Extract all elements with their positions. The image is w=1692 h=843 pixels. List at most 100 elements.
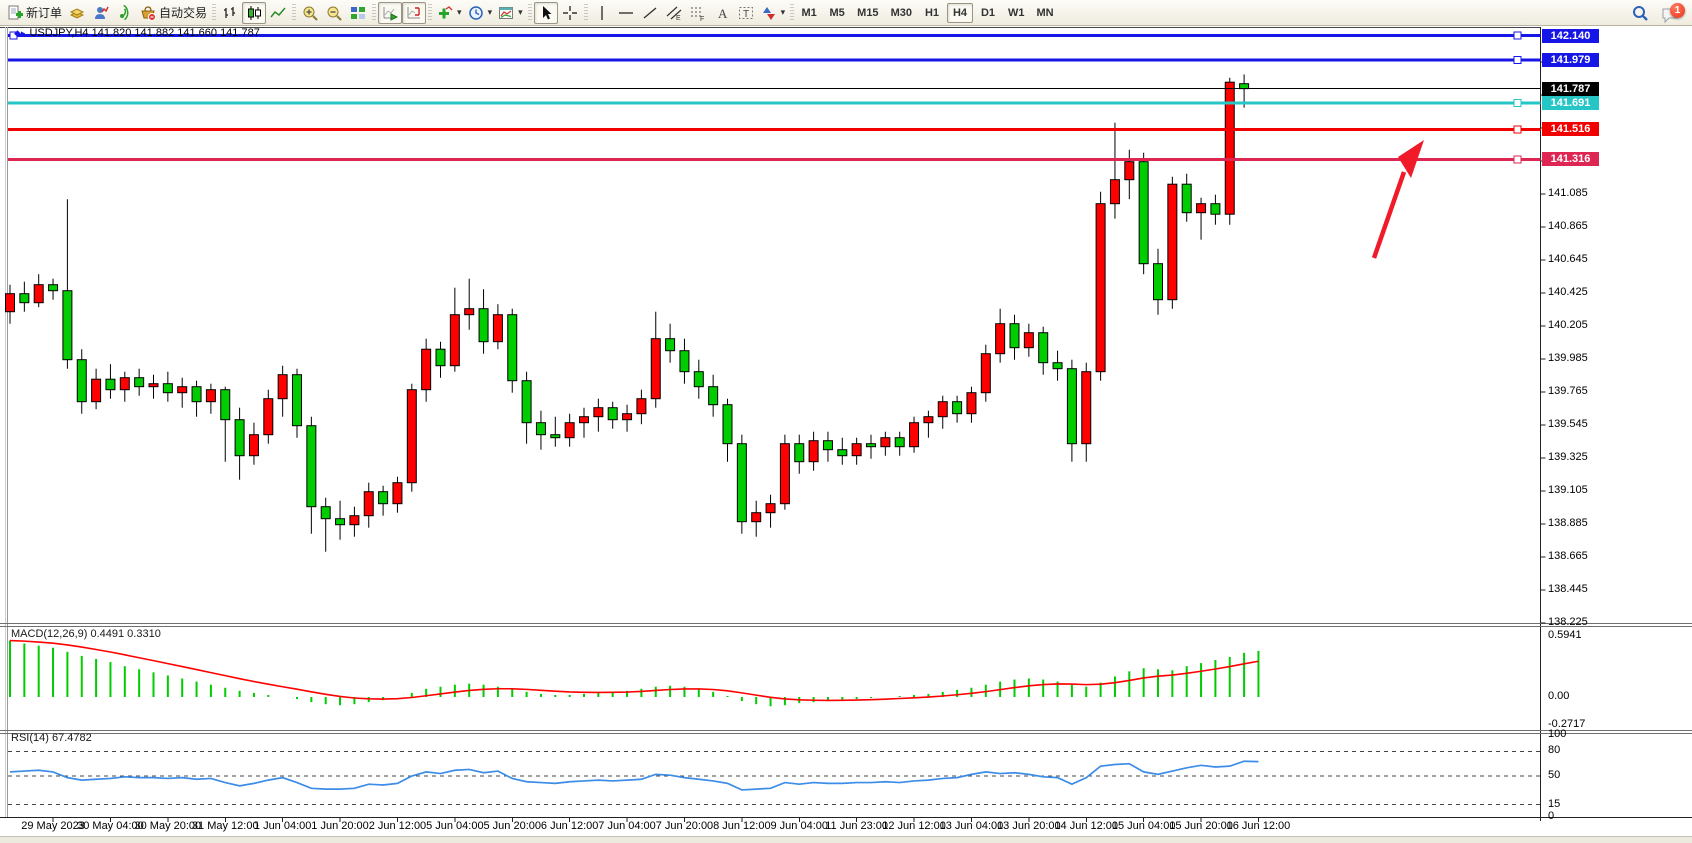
price-tick-label: 138.445 xyxy=(1548,582,1588,595)
candlestick-chart-canvas[interactable] xyxy=(0,26,1692,836)
notifications-button[interactable]: 1 xyxy=(1658,2,1686,24)
candles xyxy=(5,74,1250,552)
candle-up xyxy=(808,440,819,463)
time-tick-label: 5 Jun 20:00 xyxy=(483,820,542,832)
text-a-icon: A xyxy=(718,6,728,21)
timeframe-M5[interactable]: M5 xyxy=(824,3,850,23)
community-button[interactable] xyxy=(89,2,113,24)
chart-shift-button[interactable] xyxy=(402,1,427,24)
candle-up xyxy=(779,443,790,505)
new-order-icon xyxy=(8,5,23,19)
timeframe-W1[interactable]: W1 xyxy=(1003,3,1030,23)
cursor-button[interactable] xyxy=(533,1,558,24)
crosshair-button[interactable] xyxy=(558,2,582,24)
time-tick-label: 15 Jun 04:00 xyxy=(1111,820,1176,832)
trendline-button[interactable] xyxy=(638,2,662,24)
periods-button[interactable]: ▾ xyxy=(465,2,496,24)
text-label-button[interactable]: T xyxy=(734,2,758,24)
candle-down xyxy=(105,378,116,391)
candle-up xyxy=(363,491,374,517)
timeframe-MN[interactable]: MN xyxy=(1031,3,1058,23)
zoom-in-button[interactable] xyxy=(298,2,322,24)
macd-axis-label: 0.00 xyxy=(1548,690,1570,702)
time-tick-label: 1 Jun 20:00 xyxy=(311,820,369,832)
candle-up xyxy=(406,389,417,484)
candle-up xyxy=(980,353,991,394)
candle-down xyxy=(535,422,546,436)
time-tick-label: 13 Jun 04:00 xyxy=(939,820,1004,832)
candle-up xyxy=(593,407,604,418)
fibonacci-button[interactable]: F xyxy=(686,2,710,24)
horizontal-line-button[interactable] xyxy=(614,2,638,24)
candle-up xyxy=(880,437,891,448)
toolbar-grip xyxy=(790,3,795,22)
tile-windows-button[interactable] xyxy=(346,2,370,24)
toolbar-grip xyxy=(292,3,297,22)
templates-button[interactable]: ▾ xyxy=(495,2,526,24)
hline-handle xyxy=(1513,99,1522,108)
zoom-out-button[interactable] xyxy=(322,2,346,24)
candle-down xyxy=(1181,183,1192,214)
search-button[interactable] xyxy=(1628,2,1652,24)
candle-up xyxy=(91,378,102,403)
candle-up xyxy=(148,383,159,388)
signals-button[interactable] xyxy=(113,2,137,24)
candle-down xyxy=(62,290,73,361)
hline-handle xyxy=(1513,125,1522,134)
equidistant-channel-button[interactable]: E xyxy=(662,2,686,24)
candle-up xyxy=(1023,332,1034,349)
macd-axis-label: 0.5941 xyxy=(1548,628,1582,641)
timeframe-H4[interactable]: H4 xyxy=(946,2,973,23)
text-button[interactable]: A xyxy=(710,2,734,24)
price-tick-label: 139.325 xyxy=(1548,450,1588,463)
new-order-button[interactable]: 新订单 xyxy=(4,2,65,24)
arrows-button[interactable]: ▾ xyxy=(758,2,789,24)
auto-scroll-button[interactable] xyxy=(378,1,403,24)
macd-axis-label: -0.2717 xyxy=(1548,717,1586,730)
trend-arrow-annotation[interactable] xyxy=(1371,140,1424,259)
notification-badge: 1 xyxy=(1661,2,1685,23)
candle-down xyxy=(162,383,173,394)
price-tick-label: 139.105 xyxy=(1548,483,1588,496)
dropdown-arrow-icon: ▾ xyxy=(518,7,523,17)
svg-text:F: F xyxy=(700,16,704,21)
horizontal-line-objects[interactable] xyxy=(8,31,1541,164)
price-tick-label: 138.665 xyxy=(1548,549,1588,562)
rsi-axis-label: 0 xyxy=(1548,810,1555,822)
time-tick-label: 8 Jun 12:00 xyxy=(713,820,771,832)
timeframe-M30[interactable]: M30 xyxy=(886,3,917,23)
clock-icon xyxy=(468,5,483,20)
indicators-button[interactable]: ▾ xyxy=(434,2,465,24)
candle-down xyxy=(665,338,676,352)
timeframe-M15[interactable]: M15 xyxy=(852,3,883,23)
dropdown-arrow-icon: ▾ xyxy=(780,7,786,17)
timeframe-H1[interactable]: H1 xyxy=(919,3,945,23)
time-tick-label: 7 Jun 04:00 xyxy=(598,820,656,832)
timeframe-M1[interactable]: M1 xyxy=(796,3,822,23)
template-icon xyxy=(499,6,514,19)
time-tick-label: 9 Jun 04:00 xyxy=(770,820,829,832)
candle-down xyxy=(1239,83,1250,90)
toolbar-grip xyxy=(583,3,588,22)
candlestick-mode-button[interactable] xyxy=(242,1,267,24)
candlestick-icon xyxy=(248,5,262,20)
charts-profile-button[interactable] xyxy=(65,2,89,24)
price-badge-141.691: 141.691 xyxy=(1542,96,1599,111)
candle-up xyxy=(622,413,633,421)
line-chart-mode-button[interactable] xyxy=(266,2,290,24)
rsi-axis-label: 50 xyxy=(1548,769,1561,781)
vertical-line-button[interactable] xyxy=(590,2,614,24)
chart-menu-marker-icon: ◆▸ xyxy=(14,28,26,38)
timeframe-D1[interactable]: D1 xyxy=(975,3,1001,23)
auto-trading-icon xyxy=(141,5,157,21)
time-tick-label: 2 Jun 12:00 xyxy=(368,820,427,832)
tile-windows-icon xyxy=(351,6,366,19)
price-badge-141.979: 141.979 xyxy=(1542,52,1599,67)
auto-trading-button[interactable]: 自动交易 xyxy=(137,2,210,24)
bar-chart-mode-button[interactable] xyxy=(218,2,242,24)
toolbar-grip xyxy=(527,3,532,22)
candle-down xyxy=(607,407,618,421)
time-axis[interactable]: 29 May 2023 30 May 04:00 30 May 20:00 31 Ma… xyxy=(0,818,1692,836)
hline-handle xyxy=(9,31,18,40)
candle-up xyxy=(449,314,460,367)
